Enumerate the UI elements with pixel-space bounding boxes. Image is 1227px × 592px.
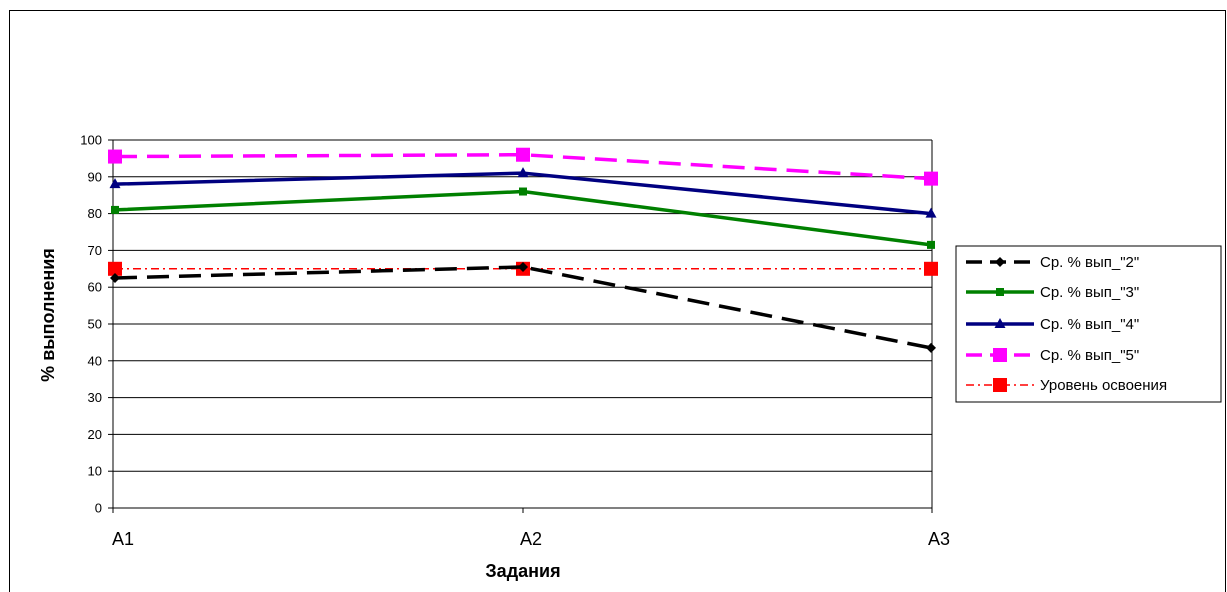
data-point bbox=[111, 205, 119, 214]
y-tick-label: 40 bbox=[88, 353, 102, 368]
series-2 bbox=[111, 187, 935, 249]
data-point bbox=[516, 147, 530, 162]
data-point bbox=[924, 171, 938, 186]
x-tick-label: А2 bbox=[520, 529, 542, 549]
data-point bbox=[109, 178, 121, 189]
y-tick-label: 100 bbox=[80, 133, 102, 148]
legend-item: Ср. % вып_"5" bbox=[966, 347, 1139, 364]
y-tick-label: 20 bbox=[88, 427, 102, 442]
y-tick-label: 90 bbox=[88, 169, 102, 184]
legend-label: Уровень освоения bbox=[1040, 377, 1167, 394]
data-point bbox=[925, 207, 937, 218]
legend-swatch-marker bbox=[993, 348, 1007, 362]
legend-item: Ср. % вып_"2" bbox=[966, 254, 1139, 271]
data-point bbox=[110, 273, 120, 283]
legend-item: Уровень освоения bbox=[966, 377, 1167, 394]
y-tick-label: 60 bbox=[88, 280, 102, 295]
legend-label: Ср. % вып_"2" bbox=[1040, 254, 1139, 271]
data-point bbox=[519, 187, 527, 196]
legend: Ср. % вып_"2" Ср. % вып_"3" Ср. % вып_"4" С… bbox=[955, 245, 1222, 403]
legend-label: Ср. % вып_"4" bbox=[1040, 316, 1139, 333]
series-3 bbox=[109, 167, 937, 218]
y-tick-label: 50 bbox=[88, 317, 102, 332]
series-line bbox=[114, 189, 932, 247]
legend-item: Ср. % вып_"4" bbox=[966, 316, 1139, 333]
data-point bbox=[108, 261, 122, 276]
x-tick-label: А1 bbox=[112, 529, 134, 549]
axes bbox=[112, 140, 933, 509]
x-tick-labels: А1 А2 А3 bbox=[112, 529, 950, 549]
y-tick-label: 0 bbox=[95, 501, 102, 516]
series bbox=[108, 147, 938, 353]
y-axis-title: % выполнения bbox=[38, 248, 58, 382]
data-point bbox=[518, 261, 528, 272]
legend-swatch-marker bbox=[994, 318, 1006, 328]
legend-label: Ср. % вып_"5" bbox=[1040, 347, 1139, 364]
x-tick-label: А3 bbox=[928, 529, 950, 549]
legend-item: Ср. % вып_"3" bbox=[966, 284, 1139, 301]
x-axis-title: Задания bbox=[485, 561, 560, 581]
y-tick-label: 10 bbox=[88, 464, 102, 479]
chart-frame bbox=[9, 10, 1226, 592]
legend-swatch-marker bbox=[993, 378, 1007, 392]
y-tick-label: 70 bbox=[88, 243, 102, 258]
legend-swatch-marker bbox=[996, 288, 1004, 296]
legend-label: Ср. % вып_"3" bbox=[1040, 284, 1139, 301]
data-point bbox=[517, 167, 529, 178]
data-point bbox=[926, 342, 936, 353]
data-point bbox=[108, 149, 122, 164]
data-point bbox=[924, 261, 938, 276]
data-point bbox=[927, 240, 935, 249]
legend-swatch-marker bbox=[995, 257, 1005, 267]
series-1 bbox=[110, 261, 936, 353]
series-line bbox=[114, 152, 932, 181]
series-4 bbox=[108, 147, 938, 186]
gridlines bbox=[108, 139, 933, 513]
y-tick-label: 80 bbox=[88, 206, 102, 221]
y-tick-label: 30 bbox=[88, 390, 102, 405]
series-line bbox=[114, 265, 932, 350]
y-tick-labels: 0 10 20 30 40 50 60 70 80 90 100 bbox=[80, 133, 102, 516]
